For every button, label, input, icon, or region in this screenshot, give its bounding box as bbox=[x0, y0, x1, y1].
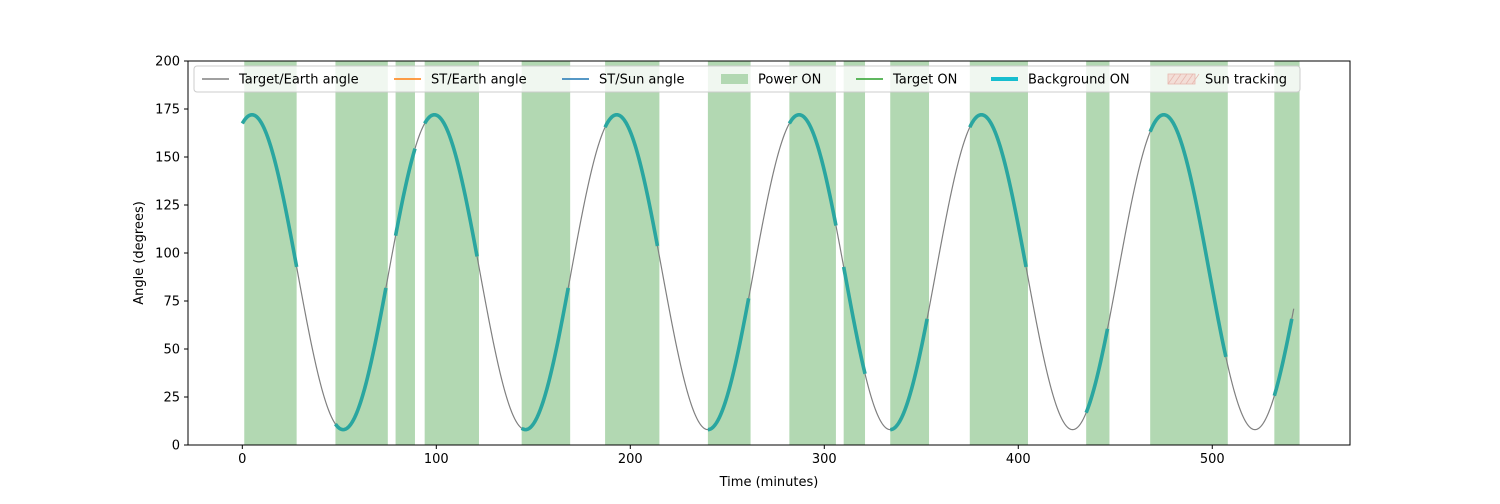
power-on-span bbox=[890, 61, 930, 445]
power-on-span bbox=[969, 61, 1028, 445]
background-on-segment bbox=[603, 112, 660, 247]
legend-entry: Background ON bbox=[991, 73, 1130, 88]
legend-label: ST/Earth angle bbox=[431, 73, 527, 88]
legend-entry: Target ON bbox=[856, 73, 957, 88]
power-on-span bbox=[424, 61, 479, 445]
legend-handle-hatch bbox=[1179, 73, 1188, 85]
background-on-segment bbox=[240, 112, 299, 268]
legend-handle-hatch bbox=[1173, 73, 1182, 85]
legend-handle bbox=[721, 74, 748, 84]
power-on-span bbox=[843, 61, 866, 445]
x-tick-label: 100 bbox=[424, 452, 449, 467]
background-on-segment bbox=[707, 298, 751, 432]
background-on-segment bbox=[520, 287, 570, 432]
y-tick-label: 75 bbox=[163, 295, 180, 310]
power-on-span bbox=[789, 61, 836, 445]
background-on-segment bbox=[889, 318, 929, 432]
background-on-segment bbox=[1148, 112, 1228, 358]
legend-handle-hatch bbox=[1185, 73, 1194, 85]
target-earth-line bbox=[241, 114, 1295, 431]
y-tick-label: 175 bbox=[155, 103, 180, 118]
y-tick-label: 200 bbox=[155, 55, 180, 70]
legend-handle-hatch bbox=[1167, 73, 1176, 85]
legend-handle-hatch bbox=[1191, 73, 1200, 85]
legend-label: ST/Sun angle bbox=[599, 73, 685, 88]
power-on-span bbox=[1150, 61, 1228, 445]
x-tick-label: 400 bbox=[1006, 452, 1031, 467]
y-tick-label: 50 bbox=[163, 343, 180, 358]
y-tick-label: 150 bbox=[155, 151, 180, 166]
power-on-span bbox=[707, 61, 751, 445]
legend-entry: Power ON bbox=[721, 73, 821, 88]
legend-label: Target/Earth angle bbox=[238, 73, 359, 88]
background-on-segment bbox=[1272, 318, 1294, 397]
x-tick-label: 200 bbox=[618, 452, 643, 467]
legend-handle bbox=[1167, 73, 1196, 85]
power-on-span bbox=[521, 61, 571, 445]
legend-entry: ST/Sun angle bbox=[562, 73, 685, 88]
background-on-segment bbox=[841, 266, 867, 375]
background-on-segment bbox=[968, 112, 1028, 268]
y-tick-label: 25 bbox=[163, 391, 180, 406]
x-tick-label: 300 bbox=[812, 452, 837, 467]
legend-entry: ST/Earth angle bbox=[394, 73, 527, 88]
background-on-segment bbox=[393, 148, 417, 237]
power-on-span bbox=[605, 61, 660, 445]
background-on-segment bbox=[1084, 328, 1110, 414]
background-on-segment bbox=[333, 287, 388, 432]
background-on-segment bbox=[787, 112, 838, 226]
power-on-span bbox=[1086, 61, 1110, 445]
power-on-span bbox=[335, 61, 388, 445]
y-axis-label: Angle (degrees) bbox=[132, 201, 147, 305]
x-tick-label: 0 bbox=[238, 452, 246, 467]
power-on-span bbox=[395, 61, 415, 445]
legend: Target/Earth angle ST/Earth angle ST/Sun a… bbox=[193, 65, 1301, 93]
y-tick-label: 125 bbox=[155, 199, 180, 214]
series-lines bbox=[240, 112, 1295, 432]
background-on-segment bbox=[423, 112, 479, 257]
legend-entry: Target/Earth angle bbox=[202, 73, 359, 88]
legend-label: Background ON bbox=[1028, 73, 1130, 88]
legend-label: Power ON bbox=[758, 73, 821, 88]
power-on-spans bbox=[244, 61, 1300, 445]
x-axis-label: Time (minutes) bbox=[719, 475, 819, 490]
y-tick-label: 100 bbox=[155, 247, 180, 262]
x-tick-label: 500 bbox=[1200, 452, 1225, 467]
axes: 0 100 200 300 400 500 0 25 50 75 100 125 150 175 200 Ti… bbox=[132, 55, 1351, 490]
legend-label: Sun tracking bbox=[1205, 73, 1287, 88]
y-tick-label: 0 bbox=[172, 439, 180, 454]
legend-entry: Sun tracking bbox=[1167, 73, 1287, 88]
legend-label: Target ON bbox=[892, 73, 957, 88]
power-on-span bbox=[244, 61, 297, 445]
